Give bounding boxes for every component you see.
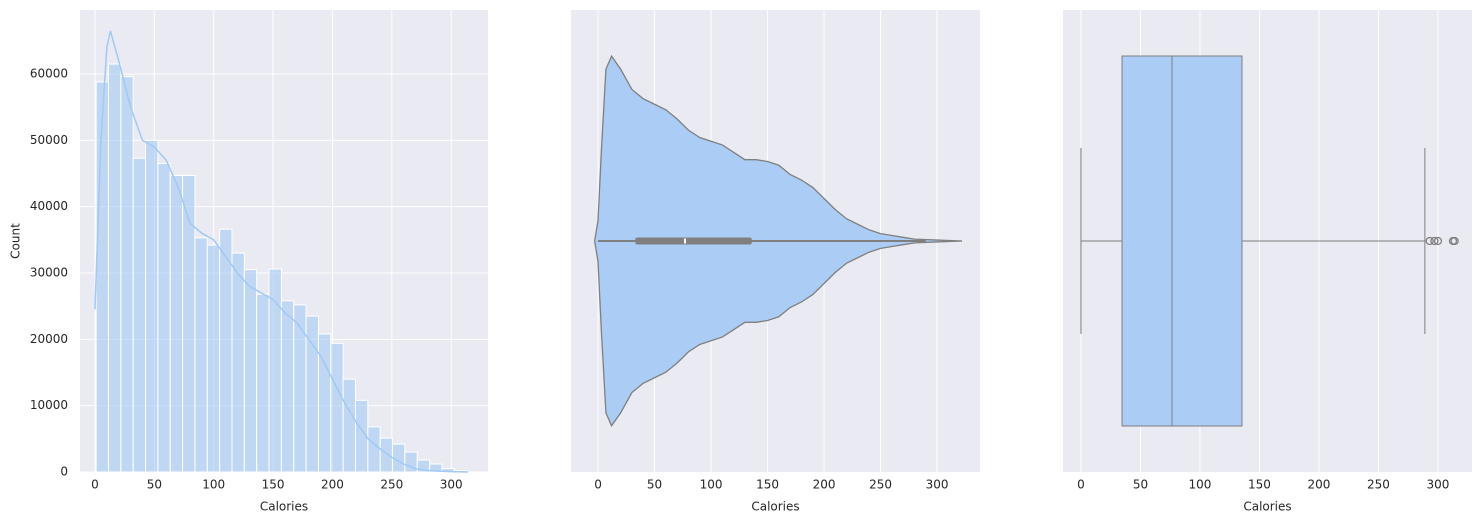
x-tick-label: 150 (262, 478, 285, 492)
bar (169, 174, 184, 473)
bar (95, 81, 109, 473)
bar (231, 252, 245, 473)
x-tick-label: 0 (91, 478, 99, 492)
x-tick-label: 300 (1427, 478, 1450, 492)
flier (1433, 236, 1443, 246)
bar (243, 269, 258, 473)
x-axis-label: Calories (1243, 500, 1291, 514)
x-tick-label: 300 (440, 478, 463, 492)
x-tick-label: 200 (321, 478, 344, 492)
x-tick-label: 150 (756, 478, 779, 492)
iqr-box (1121, 55, 1243, 427)
flier (1450, 236, 1459, 246)
violin-outline (593, 240, 962, 428)
bar (429, 463, 443, 473)
x-tick-label: 100 (1189, 478, 1212, 492)
x-tick-label: 50 (147, 478, 162, 492)
y-tick-label: 0 (60, 465, 68, 479)
bar (268, 268, 282, 473)
violin-half (594, 56, 962, 242)
bar (256, 293, 270, 473)
bar (107, 63, 122, 473)
bar (330, 342, 344, 473)
x-tick-label: 300 (926, 478, 949, 492)
violin-half (594, 241, 962, 426)
x-tick-label: 150 (1248, 478, 1271, 492)
x-axis-label: Calories (260, 500, 308, 514)
y-tick-label: 20000 (30, 332, 68, 346)
y-tick-label: 30000 (30, 266, 68, 280)
bar (120, 76, 134, 473)
x-tick-label: 0 (1077, 478, 1085, 492)
x-tick-label: 200 (813, 478, 836, 492)
bar (367, 426, 381, 473)
kde-line (94, 30, 468, 473)
bar (157, 163, 171, 473)
flier (1425, 236, 1434, 246)
y-tick-label: 40000 (30, 199, 68, 213)
y-tick-label: 50000 (30, 133, 68, 147)
bar (194, 237, 208, 473)
x-tick-label: 0 (594, 478, 602, 492)
bar (342, 378, 356, 473)
y-axis-label: Count (9, 223, 23, 259)
x-tick-label: 50 (647, 478, 662, 492)
x-tick-label: 100 (202, 478, 225, 492)
bar (280, 300, 295, 473)
y-tick-label: 60000 (30, 67, 68, 81)
iqr-box (635, 237, 752, 245)
flier (1430, 236, 1439, 246)
violin-outline (593, 54, 962, 242)
bar (293, 304, 307, 473)
y-tick-label: 10000 (30, 398, 68, 412)
x-tick-label: 250 (869, 478, 892, 492)
x-tick-label: 250 (380, 478, 403, 492)
x-axis-label: Calories (751, 500, 799, 514)
bar (132, 157, 147, 473)
bar (145, 139, 159, 473)
x-tick-label: 50 (1133, 478, 1148, 492)
bar (379, 437, 394, 473)
x-tick-label: 250 (1367, 478, 1390, 492)
bar (219, 228, 233, 473)
x-tick-label: 200 (1308, 478, 1331, 492)
x-tick-label: 100 (700, 478, 723, 492)
bar (206, 244, 221, 473)
median (684, 238, 687, 244)
